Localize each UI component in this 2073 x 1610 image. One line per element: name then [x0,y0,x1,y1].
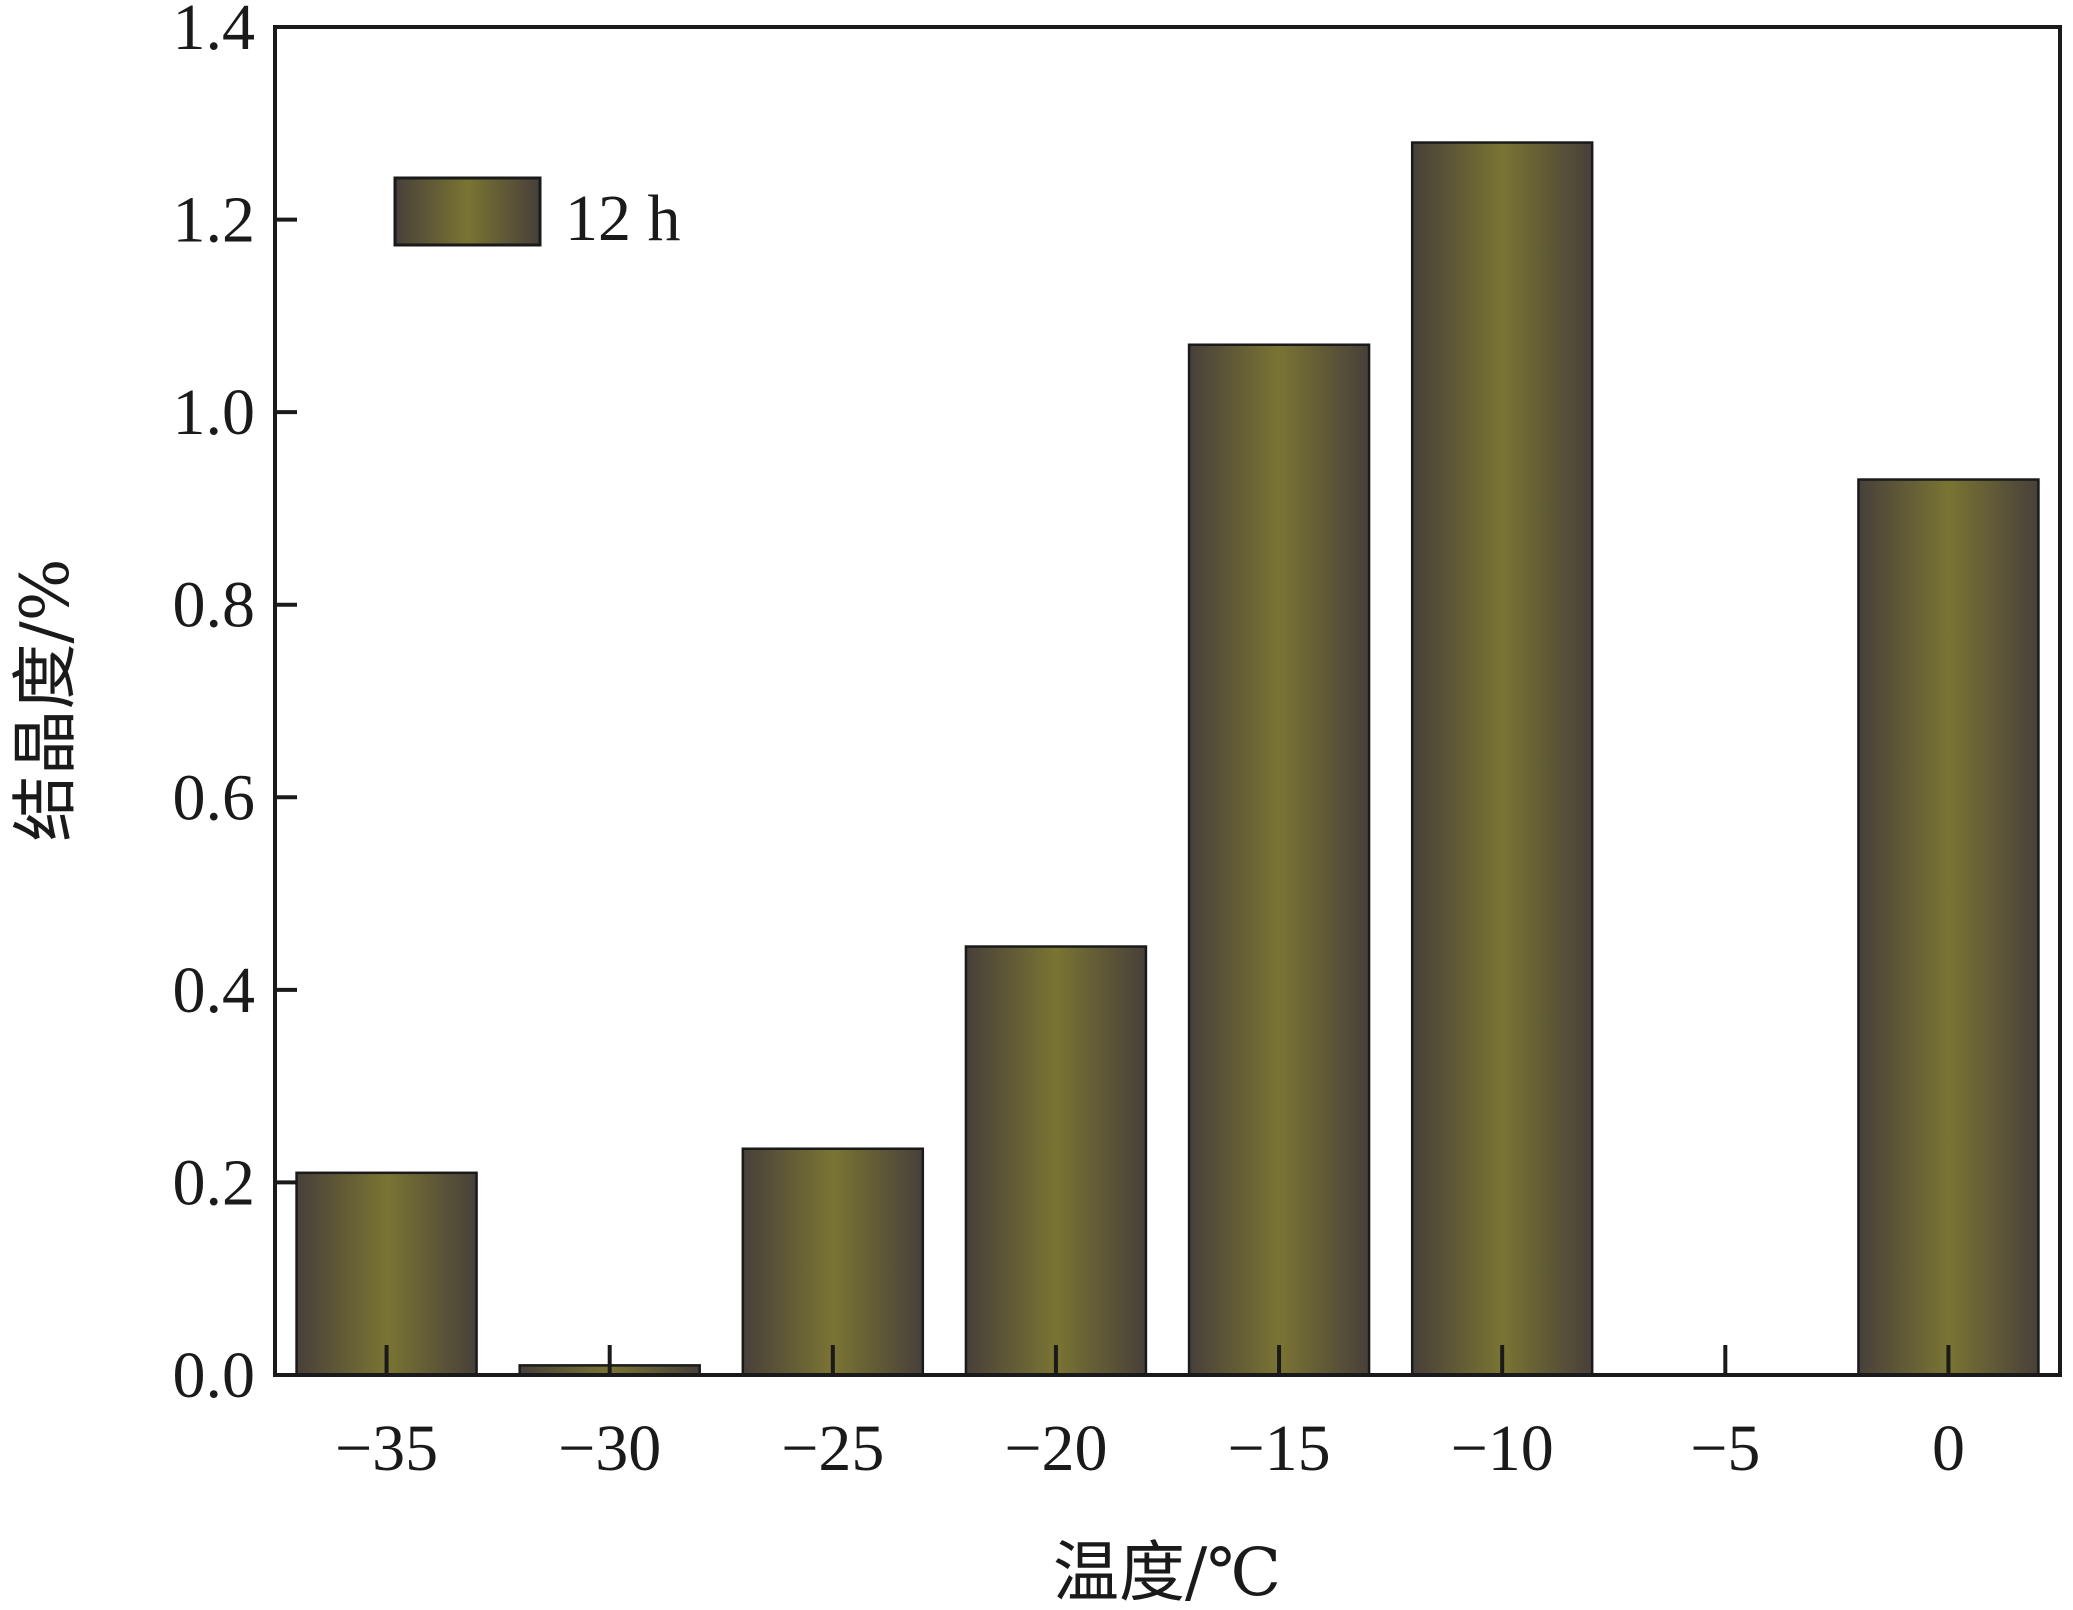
y-tick-label-0: 0.0 [173,1339,256,1412]
bar-3 [964,945,1148,1377]
bar-7 [1857,478,2040,1377]
y-tick-label-3: 0.6 [173,761,256,834]
bar-0 [295,1171,478,1377]
x-axis: −35 −30 −25 −20 −15 −10 −5 0 [335,1345,1965,1485]
legend-swatch [393,176,542,247]
x-tick-label-5: −10 [1451,1412,1554,1485]
y-tick-label-5: 1.0 [173,376,256,449]
x-tick-label-1: −30 [558,1412,661,1485]
x-tick-label-4: −15 [1227,1412,1330,1485]
legend-label: 12 h [565,182,681,255]
y-tick-label-6: 1.2 [173,184,256,257]
x-axis-title: 温度/℃ [1053,1534,1281,1610]
y-tick-label-4: 0.8 [173,569,256,642]
plot-frame [273,25,2062,1377]
y-tick-label-7: 1.4 [173,0,256,64]
y-tick-label-1: 0.2 [173,1146,256,1219]
bar-4 [1187,343,1371,1377]
x-tick-label-7: 0 [1932,1412,1965,1485]
bar-2 [741,1147,925,1377]
y-axis: 0.0 0.2 0.4 0.6 0.8 1.0 1.2 1.4 [173,0,297,1412]
bar-5 [1410,141,1594,1377]
x-tick-label-2: −25 [781,1412,884,1485]
x-tick-label-0: −35 [335,1412,438,1485]
y-axis-title: 结晶度/% [7,559,84,842]
bars-layer [295,141,2040,1377]
x-tick-label-3: −20 [1004,1412,1107,1485]
y-tick-label-2: 0.4 [173,954,256,1027]
legend: 12 h [393,176,681,255]
x-tick-label-6: −5 [1690,1412,1760,1485]
